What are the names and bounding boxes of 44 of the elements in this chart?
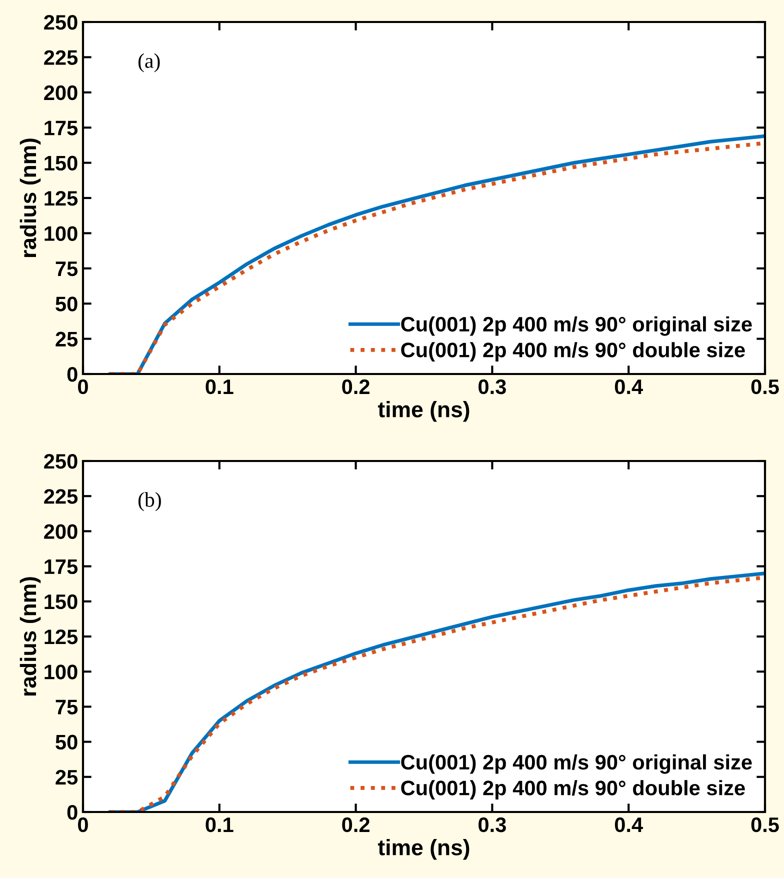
x-tick-label: 0.5 — [751, 379, 779, 394]
y-tick-label: 200 — [44, 524, 78, 539]
x-tick-label: 0.1 — [206, 379, 234, 394]
y-tick-label: 225 — [44, 489, 78, 504]
y-tick-label: 125 — [44, 191, 78, 206]
y-tick-label: 225 — [44, 50, 78, 65]
x-tick-label: 0.5 — [751, 817, 779, 832]
y-axis-title: radius (nm) — [20, 138, 41, 258]
y-tick-label: 125 — [44, 630, 78, 644]
x-tick-label: 0.2 — [342, 379, 370, 394]
y-tick-label: 75 — [56, 262, 78, 276]
x-tick-label: 0.3 — [478, 379, 506, 394]
x-axis-title: time (ns) — [378, 839, 470, 860]
legend-label: Cu(001) 2p 400 m/s 90° double size — [401, 342, 745, 362]
y-tick-label: 25 — [56, 332, 78, 347]
annotation: (a) — [138, 53, 160, 72]
x-tick-label: 0.2 — [342, 817, 370, 832]
x-tick-label: 0.4 — [614, 817, 643, 832]
x-tick-label: 0.1 — [206, 817, 234, 832]
x-tick-label: 0.4 — [614, 379, 643, 394]
y-tick-label: 50 — [56, 734, 78, 750]
y-tick-label: 75 — [56, 700, 78, 714]
y-axis-title: radius (nm) — [20, 577, 41, 696]
legend-label: Cu(001) 2p 400 m/s 90° double size — [401, 780, 745, 800]
y-tick-label: 0 — [67, 805, 78, 820]
y-tick-label: 0 — [67, 367, 78, 382]
y-tick-label: 250 — [44, 15, 78, 30]
legend-label: Cu(001) 2p 400 m/s 90° original size — [401, 754, 752, 774]
annotation: (b) — [138, 492, 161, 512]
x-tick-label: 0 — [78, 379, 88, 394]
x-tick-label: 0.3 — [478, 817, 506, 832]
y-tick-label: 100 — [44, 226, 78, 241]
y-tick-label: 175 — [44, 560, 78, 574]
y-tick-label: 200 — [44, 85, 78, 100]
y-tick-label: 50 — [56, 296, 78, 312]
y-tick-label: 150 — [44, 594, 78, 610]
y-tick-label: 100 — [44, 664, 78, 680]
y-tick-label: 250 — [44, 454, 78, 469]
y-tick-label: 25 — [56, 770, 78, 785]
legend-label: Cu(001) 2p 400 m/s 90° original size — [401, 316, 752, 336]
y-tick-label: 150 — [44, 156, 78, 171]
x-axis-title: time (ns) — [378, 401, 470, 422]
y-tick-label: 175 — [44, 120, 78, 136]
x-tick-label: 0 — [78, 817, 88, 832]
